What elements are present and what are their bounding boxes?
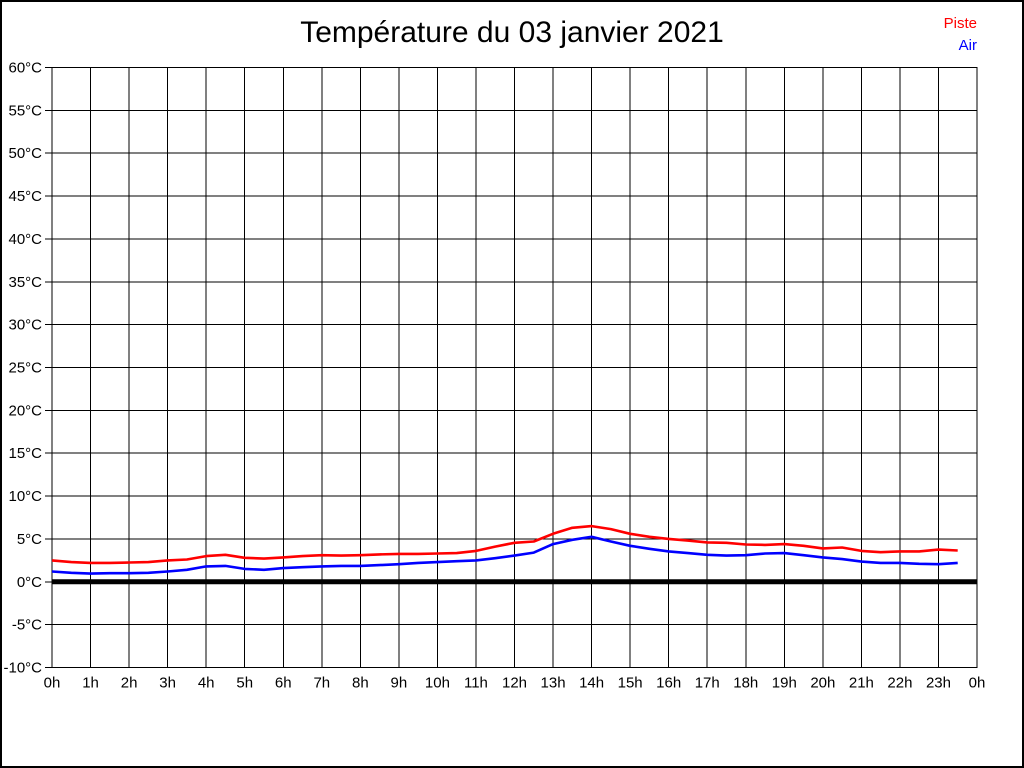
- x-tick-label: 21h: [849, 675, 874, 692]
- y-tick-label: 5°C: [17, 531, 42, 548]
- x-tick-label: 23h: [926, 675, 951, 692]
- y-tick-label: 20°C: [8, 402, 42, 419]
- x-tick-label: 17h: [695, 675, 720, 692]
- legend: Piste Air: [944, 13, 977, 57]
- x-tick-label: 12h: [502, 675, 527, 692]
- series-line-piste: [51, 524, 958, 565]
- x-tick-label: 22h: [887, 675, 912, 692]
- x-tick-label: 14h: [579, 675, 604, 692]
- y-tick-label: 45°C: [8, 188, 42, 205]
- x-tick-label: 13h: [541, 675, 566, 692]
- y-tick-label: -5°C: [12, 617, 42, 634]
- x-tick-label: 2h: [121, 675, 138, 692]
- x-tick-label: 16h: [656, 675, 681, 692]
- y-tick-label: 10°C: [8, 488, 42, 505]
- x-tick-label: 0h: [969, 675, 986, 692]
- y-tick-label: 40°C: [8, 231, 42, 248]
- legend-item-air: Air: [958, 37, 977, 54]
- x-tick-label: 8h: [352, 675, 369, 692]
- x-tick-label: 9h: [391, 675, 408, 692]
- x-tick-label: 1h: [82, 675, 99, 692]
- chart-title: Température du 03 janvier 2021: [300, 16, 724, 49]
- legend-item-piste: Piste: [943, 15, 977, 32]
- x-tick-label: 11h: [464, 675, 488, 692]
- x-tick-label: 7h: [313, 675, 330, 692]
- y-tick-label: 30°C: [8, 317, 42, 334]
- x-tick-label: 4h: [198, 675, 215, 692]
- x-tick-label: 18h: [733, 675, 758, 692]
- x-tick-label: 10h: [425, 675, 450, 692]
- x-tick-label: 3h: [159, 675, 176, 692]
- y-tick-label: 25°C: [8, 360, 42, 377]
- x-tick-label: 0h: [44, 675, 61, 692]
- y-tick-label: 60°C: [8, 60, 42, 77]
- x-tick-label: 6h: [275, 675, 292, 692]
- x-tick-label: 20h: [810, 675, 835, 692]
- series-line-air: [51, 535, 958, 575]
- y-tick-label: 35°C: [8, 274, 42, 291]
- x-tick-label: 15h: [618, 675, 643, 692]
- x-tick-label: 5h: [236, 675, 253, 692]
- y-tick-label: 15°C: [8, 445, 42, 462]
- x-tick-label: 19h: [772, 675, 797, 692]
- y-tick-label: 55°C: [8, 102, 42, 119]
- y-tick-label: 0°C: [17, 574, 42, 591]
- y-tick-label: -10°C: [3, 660, 42, 677]
- y-tick-label: 50°C: [8, 145, 42, 162]
